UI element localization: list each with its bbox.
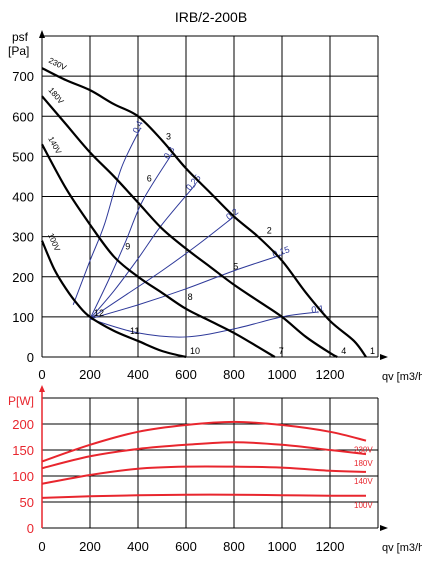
top-x-tick-label: 400 <box>127 367 149 382</box>
fan-curve <box>41 67 367 358</box>
top-y-tick-label: 100 <box>12 310 34 325</box>
system-curve <box>89 154 173 320</box>
power-curve-label: 140V <box>354 477 373 486</box>
power-curve <box>41 420 367 463</box>
operating-point-label: 4 <box>341 346 346 356</box>
bottom-y-tick-label: 50 <box>20 495 34 510</box>
system-curve-label: 0,4 <box>130 119 144 135</box>
top-x-tick-label: 0 <box>38 367 45 382</box>
system-curve <box>89 311 319 338</box>
bottom-y-axis-label: P[W] <box>8 394 34 408</box>
top-x-tick-label: 600 <box>175 367 197 382</box>
bottom-x-tick-label: 800 <box>223 539 245 554</box>
fan-curve-label: 230V <box>47 56 68 73</box>
operating-point-label: 2 <box>267 226 272 236</box>
chart-title: IRB/2-200B <box>175 9 247 25</box>
operating-point-label: 1 <box>370 346 375 356</box>
top-x-tick-label: 200 <box>79 367 101 382</box>
system-curve-label: 0,1 <box>311 303 325 315</box>
bottom-x-tick-label: 600 <box>175 539 197 554</box>
fan-curve <box>41 95 338 358</box>
top-x-axis-arrow <box>380 354 388 360</box>
system-curve <box>89 216 235 320</box>
bottom-x-tick-label: 1200 <box>316 539 345 554</box>
top-y-tick-label: 400 <box>12 190 34 205</box>
top-y-tick-label: 500 <box>12 149 34 164</box>
operating-point-label: 5 <box>233 262 238 272</box>
operating-point-label: 11 <box>130 326 139 336</box>
power-curve-label: 230V <box>354 446 373 455</box>
top-y-axis-label: psf <box>12 30 29 44</box>
top-x-tick-label: 1000 <box>268 367 297 382</box>
bottom-y-tick-label: 200 <box>12 417 34 432</box>
system-curve <box>89 254 283 320</box>
bottom-x-axis-label: qv [m3/h] <box>382 542 422 554</box>
power-curve-label: 100V <box>354 501 373 510</box>
system-curve <box>72 128 141 306</box>
top-x-tick-label: 1200 <box>316 367 345 382</box>
bottom-x-axis-arrow <box>380 525 388 531</box>
top-y-tick-label: 600 <box>12 109 34 124</box>
operating-point-label: 10 <box>190 346 200 356</box>
power-curve <box>41 441 367 470</box>
top-y-axis-arrow <box>39 30 45 38</box>
fan-curve <box>41 143 276 358</box>
top-y-tick-label: 200 <box>12 270 34 285</box>
bottom-x-tick-label: 0 <box>38 539 45 554</box>
power-curve <box>41 465 367 485</box>
bottom-y-tick-label: 100 <box>12 469 34 484</box>
fan-curve-label: 180V <box>46 86 65 107</box>
bottom-x-tick-label: 200 <box>79 539 101 554</box>
top-y-tick-label: 0 <box>27 350 34 365</box>
top-x-tick-label: 800 <box>223 367 245 382</box>
operating-point-label: 12 <box>94 308 104 318</box>
bottom-y-axis-arrow <box>39 385 45 392</box>
operating-point-label: 3 <box>166 131 171 141</box>
top-y-tick-label: 300 <box>12 230 34 245</box>
top-y-axis-unit: [Pa] <box>8 44 29 58</box>
operating-point-label: 7 <box>279 346 284 356</box>
bottom-y-tick-label: 0 <box>27 521 34 536</box>
bottom-x-tick-label: 400 <box>127 539 149 554</box>
fan-curve-label: 140V <box>46 135 63 156</box>
top-x-axis-label: qv [m3/h] <box>382 371 422 383</box>
power-curve <box>41 493 367 499</box>
operating-point-label: 6 <box>147 173 152 183</box>
fan-curve <box>40 240 187 359</box>
power-curve-label: 180V <box>354 459 373 468</box>
bottom-x-tick-label: 1000 <box>268 539 297 554</box>
operating-point-label: 8 <box>188 292 193 302</box>
system-curve <box>89 184 196 320</box>
operating-point-label: 9 <box>125 242 130 252</box>
top-y-tick-label: 700 <box>12 69 34 84</box>
fan-curve-label: 100V <box>46 232 62 253</box>
bottom-y-tick-label: 150 <box>12 443 34 458</box>
